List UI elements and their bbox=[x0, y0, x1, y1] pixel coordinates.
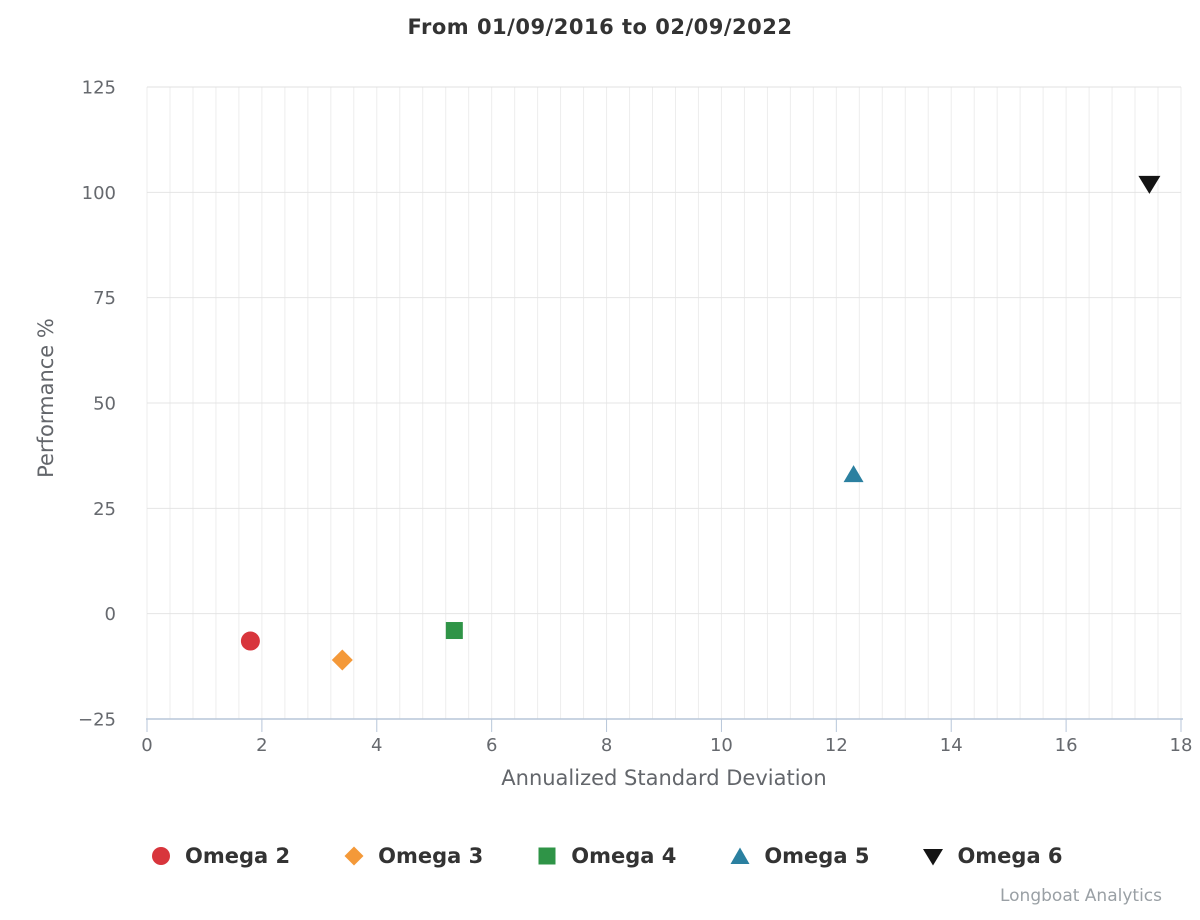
data-point-omega-3[interactable] bbox=[331, 649, 353, 671]
legend-label: Omega 4 bbox=[571, 844, 677, 868]
y-axis-title: Performance % bbox=[34, 318, 58, 478]
chart-title: From 01/09/2016 to 02/09/2022 bbox=[407, 15, 793, 39]
x-tick-label-14: 14 bbox=[940, 735, 963, 756]
legend-item-omega-5[interactable]: Omega 5 bbox=[729, 844, 869, 868]
y-tick-label-25: 25 bbox=[93, 499, 116, 520]
data-point-omega-6[interactable] bbox=[1138, 175, 1161, 194]
legend-item-omega-4[interactable]: Omega 4 bbox=[536, 844, 676, 868]
x-tick-label-16: 16 bbox=[1055, 735, 1078, 756]
triangle-down-marker-icon bbox=[923, 849, 944, 866]
watermark-longboat-analytics: Longboat Analytics bbox=[999, 886, 1162, 906]
y-tick-label--25: −25 bbox=[78, 710, 116, 731]
y-tick-label-100: 100 bbox=[82, 183, 116, 204]
square-marker-icon bbox=[538, 847, 556, 865]
x-tick-label-6: 6 bbox=[486, 735, 497, 756]
legend-label: Omega 3 bbox=[378, 844, 484, 868]
x-tick-label-0: 0 bbox=[141, 735, 152, 756]
x-tick-label-4: 4 bbox=[371, 735, 382, 756]
y-tick-label-0: 0 bbox=[105, 604, 116, 625]
data-point-omega-2[interactable] bbox=[240, 631, 260, 651]
x-tick-label-8: 8 bbox=[601, 735, 612, 756]
scatter-plot[interactable]: 0 2 4 6 8 10 12 14 16 18 −25 0 25 50 75 100 125 bbox=[0, 0, 1200, 800]
x-axis-title: Annualized Standard Deviation bbox=[501, 766, 827, 790]
y-tick-label-75: 75 bbox=[93, 288, 116, 309]
x-tick-label-10: 10 bbox=[710, 735, 733, 756]
legend-item-omega-2[interactable]: Omega 2 bbox=[150, 844, 290, 868]
triangle-up-marker-icon bbox=[730, 847, 750, 864]
y-tick-label-50: 50 bbox=[93, 394, 116, 415]
diamond-marker-icon bbox=[344, 846, 364, 866]
circle-marker-icon bbox=[152, 847, 170, 865]
legend-item-omega-6[interactable]: Omega 6 bbox=[922, 844, 1063, 868]
x-tick-label-18: 18 bbox=[1170, 735, 1193, 756]
x-tick-label-12: 12 bbox=[825, 735, 848, 756]
legend: Omega 2 Omega 3 Omega 4 Omega 5 Omega 6 bbox=[0, 844, 1200, 868]
data-point-omega-4[interactable] bbox=[445, 622, 463, 640]
y-tick-label-125: 125 bbox=[82, 78, 116, 99]
legend-label: Omega 5 bbox=[764, 844, 870, 868]
legend-item-omega-3[interactable]: Omega 3 bbox=[343, 844, 483, 868]
x-tick-label-2: 2 bbox=[256, 735, 267, 756]
legend-label: Omega 2 bbox=[185, 844, 291, 868]
legend-label: Omega 6 bbox=[957, 844, 1063, 868]
data-point-omega-5[interactable] bbox=[843, 465, 864, 483]
